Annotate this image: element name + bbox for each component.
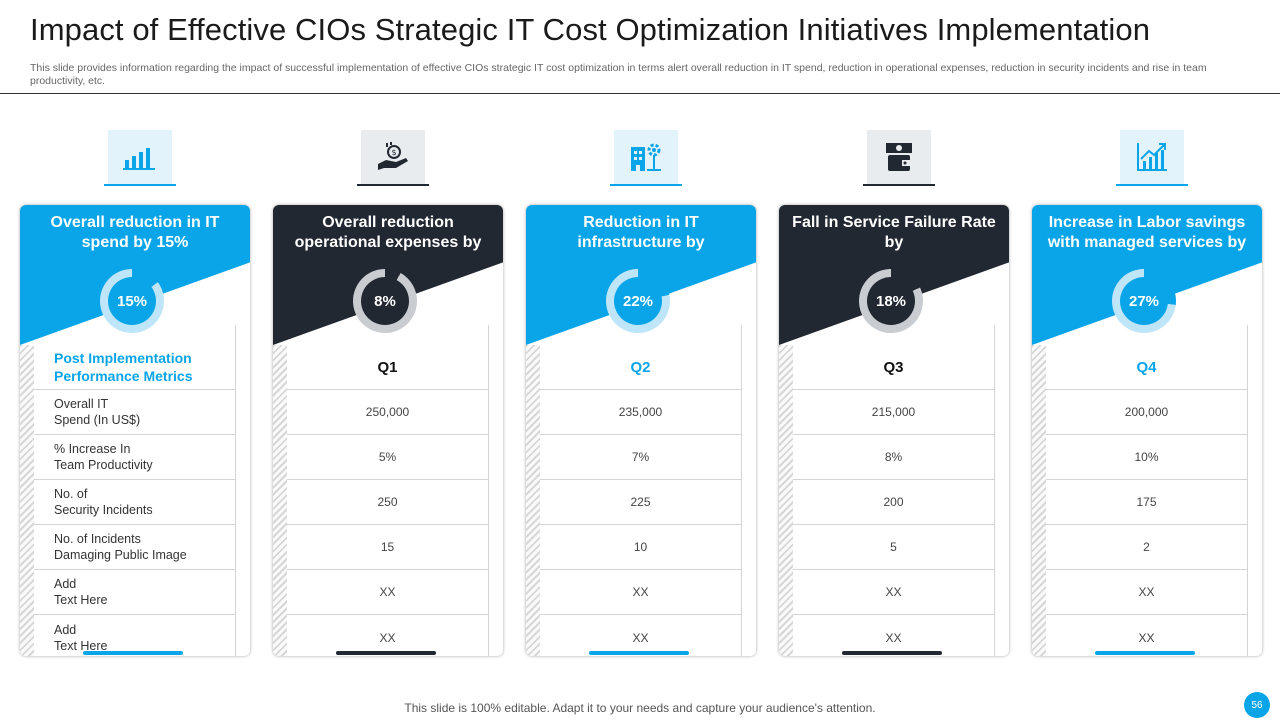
icon-underline	[1116, 184, 1188, 186]
card-divider	[994, 325, 995, 656]
hatch-stripe	[20, 345, 34, 656]
money-hand-icon: $	[361, 130, 425, 184]
percent-ring: 22%	[606, 269, 670, 333]
metric-label: No. of Incidents Damaging Public Image	[34, 525, 235, 570]
hatch-stripe	[273, 345, 287, 656]
wallet-cash-icon	[867, 130, 931, 184]
metric-card: Fall in Service Failure Rate by 18% Q3 215,…	[779, 205, 1009, 656]
metric-label: Overall IT Spend (In US$)	[34, 390, 235, 435]
bar-chart-icon	[108, 130, 172, 184]
metric-value: 8%	[793, 435, 994, 480]
metric-value: XX	[540, 570, 741, 615]
metric-card: Overall reduction operational expenses b…	[273, 205, 503, 656]
title-divider	[0, 93, 1280, 94]
quarter-label: Q1	[287, 345, 488, 390]
metric-value: XX	[793, 570, 994, 615]
metric-value: 5%	[287, 435, 488, 480]
metric-rows: Q2 235,000 7% 225 10 XX XX	[540, 345, 741, 656]
percent-ring: 18%	[859, 269, 923, 333]
card-header-title: Increase in Labor savings with managed s…	[1044, 213, 1250, 252]
svg-text:$: $	[391, 148, 396, 157]
metric-value: XX	[287, 615, 488, 656]
metric-label: Add Text Here	[34, 615, 235, 656]
metric-rows: Q1 250,000 5% 250 15 XX XX	[287, 345, 488, 656]
percent-value: 27%	[1120, 277, 1168, 325]
percent-ring: 8%	[353, 269, 417, 333]
metric-column-5: Increase in Labor savings with managed s…	[1032, 130, 1267, 658]
quarter-label: Q3	[793, 345, 994, 390]
percent-ring: 15%	[100, 269, 164, 333]
metric-value: 10%	[1046, 435, 1247, 480]
metric-value: 7%	[540, 435, 741, 480]
card-header-title: Fall in Service Failure Rate by	[791, 213, 997, 252]
metric-value: 215,000	[793, 390, 994, 435]
metric-value: 15	[287, 525, 488, 570]
card-header-title: Overall reduction in IT spend by 15%	[32, 213, 238, 252]
metric-value: XX	[540, 615, 741, 656]
metric-value: 200	[793, 480, 994, 525]
card-accent-bar	[336, 651, 436, 655]
percent-value: 8%	[361, 277, 409, 325]
metric-column-2: $ Overall reduction operational expenses …	[273, 130, 508, 658]
metric-value: 10	[540, 525, 741, 570]
card-divider	[1247, 325, 1248, 656]
metric-card: Reduction in IT infrastructure by 22% Q2 23…	[526, 205, 756, 656]
page-number: 56	[1244, 692, 1270, 718]
metric-column-3: Reduction in IT infrastructure by 22% Q2 23…	[526, 130, 761, 658]
metric-label: Add Text Here	[34, 570, 235, 615]
page-title: Impact of Effective CIOs Strategic IT Co…	[30, 12, 1150, 48]
metric-value: XX	[287, 570, 488, 615]
footer-note: This slide is 100% editable. Adapt it to…	[0, 701, 1280, 715]
metric-card: Overall reduction in IT spend by 15% 15% P…	[20, 205, 250, 656]
percent-value: 22%	[614, 277, 662, 325]
card-header-title: Reduction in IT infrastructure by	[538, 213, 744, 252]
icon-underline	[104, 184, 176, 186]
icon-underline	[863, 184, 935, 186]
metric-rows: Post Implementation Performance Metrics O…	[34, 345, 235, 656]
growth-chart-icon	[1120, 130, 1184, 184]
quarter-label: Q4	[1046, 345, 1247, 390]
metric-value: 225	[540, 480, 741, 525]
metrics-heading: Post Implementation Performance Metrics	[34, 345, 235, 390]
metric-column-1: Overall reduction in IT spend by 15% 15% P…	[20, 130, 255, 658]
metric-value: XX	[1046, 570, 1247, 615]
metric-value: 235,000	[540, 390, 741, 435]
quarter-label: Q2	[540, 345, 741, 390]
card-divider	[488, 325, 489, 656]
card-accent-bar	[589, 651, 689, 655]
hatch-stripe	[1032, 345, 1046, 656]
metric-value: 250	[287, 480, 488, 525]
metric-rows: Q3 215,000 8% 200 5 XX XX	[793, 345, 994, 656]
metric-label: No. of Security Incidents	[34, 480, 235, 525]
metric-value: 2	[1046, 525, 1247, 570]
metric-card: Increase in Labor savings with managed s…	[1032, 205, 1262, 656]
percent-value: 18%	[867, 277, 915, 325]
card-accent-bar	[83, 651, 183, 655]
metric-value: 250,000	[287, 390, 488, 435]
metric-column-4: Fall in Service Failure Rate by 18% Q3 215,…	[779, 130, 1014, 658]
metric-value: 200,000	[1046, 390, 1247, 435]
metric-value: 5	[793, 525, 994, 570]
card-accent-bar	[1095, 651, 1195, 655]
metric-value: 175	[1046, 480, 1247, 525]
card-divider	[235, 325, 236, 656]
metric-rows: Q4 200,000 10% 175 2 XX XX	[1046, 345, 1247, 656]
metric-value: XX	[1046, 615, 1247, 656]
card-accent-bar	[842, 651, 942, 655]
card-divider	[741, 325, 742, 656]
infrastructure-gear-icon	[614, 130, 678, 184]
metric-value: XX	[793, 615, 994, 656]
icon-underline	[610, 184, 682, 186]
hatch-stripe	[779, 345, 793, 656]
percent-ring: 27%	[1112, 269, 1176, 333]
page-subtitle: This slide provides information regardin…	[30, 62, 1255, 88]
percent-value: 15%	[108, 277, 156, 325]
hatch-stripe	[526, 345, 540, 656]
metric-label: % Increase In Team Productivity	[34, 435, 235, 480]
card-header-title: Overall reduction operational expenses b…	[285, 213, 491, 252]
icon-underline	[357, 184, 429, 186]
